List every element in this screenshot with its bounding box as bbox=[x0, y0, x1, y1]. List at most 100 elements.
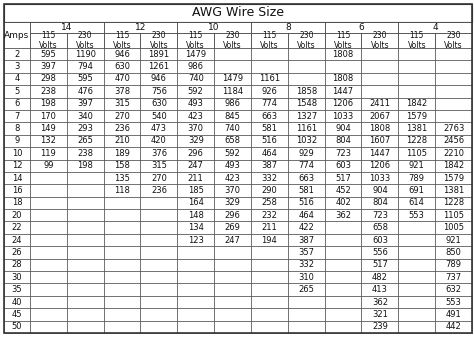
Text: 1206: 1206 bbox=[369, 161, 391, 170]
Text: 185: 185 bbox=[188, 186, 204, 195]
Bar bbox=[4, 308, 30, 320]
Bar bbox=[67, 85, 104, 98]
Bar bbox=[325, 221, 362, 234]
Text: 470: 470 bbox=[114, 74, 130, 84]
Bar bbox=[362, 60, 398, 73]
Text: 423: 423 bbox=[188, 112, 204, 121]
Text: 1579: 1579 bbox=[406, 112, 428, 121]
Bar bbox=[4, 320, 30, 333]
Bar bbox=[435, 60, 472, 73]
Text: 464: 464 bbox=[262, 149, 277, 158]
Text: 774: 774 bbox=[262, 99, 277, 108]
Bar bbox=[4, 172, 30, 184]
Bar bbox=[67, 283, 104, 296]
Text: 247: 247 bbox=[188, 161, 204, 170]
Text: 329: 329 bbox=[188, 136, 204, 146]
Bar bbox=[4, 259, 30, 271]
Bar bbox=[251, 296, 288, 308]
Bar bbox=[251, 147, 288, 159]
Bar bbox=[362, 48, 398, 60]
Text: 904: 904 bbox=[372, 186, 388, 195]
Bar bbox=[398, 259, 435, 271]
Text: 238: 238 bbox=[40, 87, 56, 96]
Text: 553: 553 bbox=[446, 298, 462, 307]
Bar bbox=[214, 98, 251, 110]
Bar bbox=[104, 271, 140, 283]
Text: 5: 5 bbox=[14, 87, 19, 96]
Text: 170: 170 bbox=[40, 112, 56, 121]
Bar bbox=[4, 122, 30, 135]
Text: 211: 211 bbox=[188, 174, 204, 183]
Bar bbox=[140, 184, 177, 197]
Bar bbox=[4, 60, 30, 73]
Bar bbox=[104, 184, 140, 197]
Bar bbox=[214, 221, 251, 234]
Bar bbox=[104, 135, 140, 147]
Text: 1808: 1808 bbox=[369, 124, 391, 133]
Bar bbox=[288, 308, 325, 320]
Bar bbox=[288, 296, 325, 308]
Text: 232: 232 bbox=[262, 211, 277, 220]
Text: 603: 603 bbox=[372, 236, 388, 245]
Text: 632: 632 bbox=[446, 285, 462, 294]
Text: 12: 12 bbox=[135, 23, 146, 32]
Bar bbox=[398, 110, 435, 122]
Bar bbox=[4, 283, 30, 296]
Text: 452: 452 bbox=[335, 186, 351, 195]
Bar bbox=[435, 122, 472, 135]
Text: 270: 270 bbox=[114, 112, 130, 121]
Text: 16: 16 bbox=[12, 186, 22, 195]
Bar bbox=[435, 283, 472, 296]
Bar bbox=[67, 308, 104, 320]
Text: 540: 540 bbox=[151, 112, 167, 121]
Text: 1579: 1579 bbox=[443, 174, 464, 183]
Text: 464: 464 bbox=[298, 211, 314, 220]
Bar bbox=[140, 172, 177, 184]
Text: 1033: 1033 bbox=[332, 112, 354, 121]
Bar bbox=[398, 283, 435, 296]
Text: 198: 198 bbox=[40, 99, 56, 108]
Bar bbox=[140, 60, 177, 73]
Text: 794: 794 bbox=[77, 62, 93, 71]
Bar bbox=[140, 283, 177, 296]
Bar bbox=[104, 73, 140, 85]
Bar bbox=[140, 209, 177, 221]
Text: 211: 211 bbox=[262, 223, 277, 232]
Text: 1261: 1261 bbox=[148, 62, 170, 71]
Bar bbox=[435, 221, 472, 234]
Bar bbox=[214, 296, 251, 308]
Text: 756: 756 bbox=[151, 87, 167, 96]
Bar bbox=[104, 246, 140, 259]
Bar bbox=[140, 320, 177, 333]
Bar bbox=[362, 135, 398, 147]
Bar bbox=[30, 60, 67, 73]
Bar bbox=[435, 33, 472, 48]
Bar bbox=[4, 73, 30, 85]
Bar bbox=[435, 147, 472, 159]
Text: 774: 774 bbox=[298, 161, 314, 170]
Bar bbox=[325, 98, 362, 110]
Bar bbox=[288, 73, 325, 85]
Bar bbox=[398, 85, 435, 98]
Bar bbox=[177, 308, 214, 320]
Bar bbox=[398, 73, 435, 85]
Bar bbox=[30, 33, 67, 48]
Bar bbox=[251, 98, 288, 110]
Bar bbox=[4, 184, 30, 197]
Bar bbox=[325, 172, 362, 184]
Bar bbox=[30, 259, 67, 271]
Bar bbox=[325, 184, 362, 197]
Bar bbox=[362, 209, 398, 221]
Bar bbox=[362, 246, 398, 259]
Bar bbox=[4, 234, 30, 246]
Bar bbox=[251, 159, 288, 172]
Bar bbox=[435, 98, 472, 110]
Text: 357: 357 bbox=[298, 248, 314, 257]
Bar bbox=[30, 246, 67, 259]
Text: 132: 132 bbox=[40, 136, 56, 146]
Bar bbox=[140, 73, 177, 85]
Bar bbox=[325, 296, 362, 308]
Text: 230
Volts: 230 Volts bbox=[297, 31, 316, 50]
Text: 2210: 2210 bbox=[443, 149, 464, 158]
Bar bbox=[67, 259, 104, 271]
